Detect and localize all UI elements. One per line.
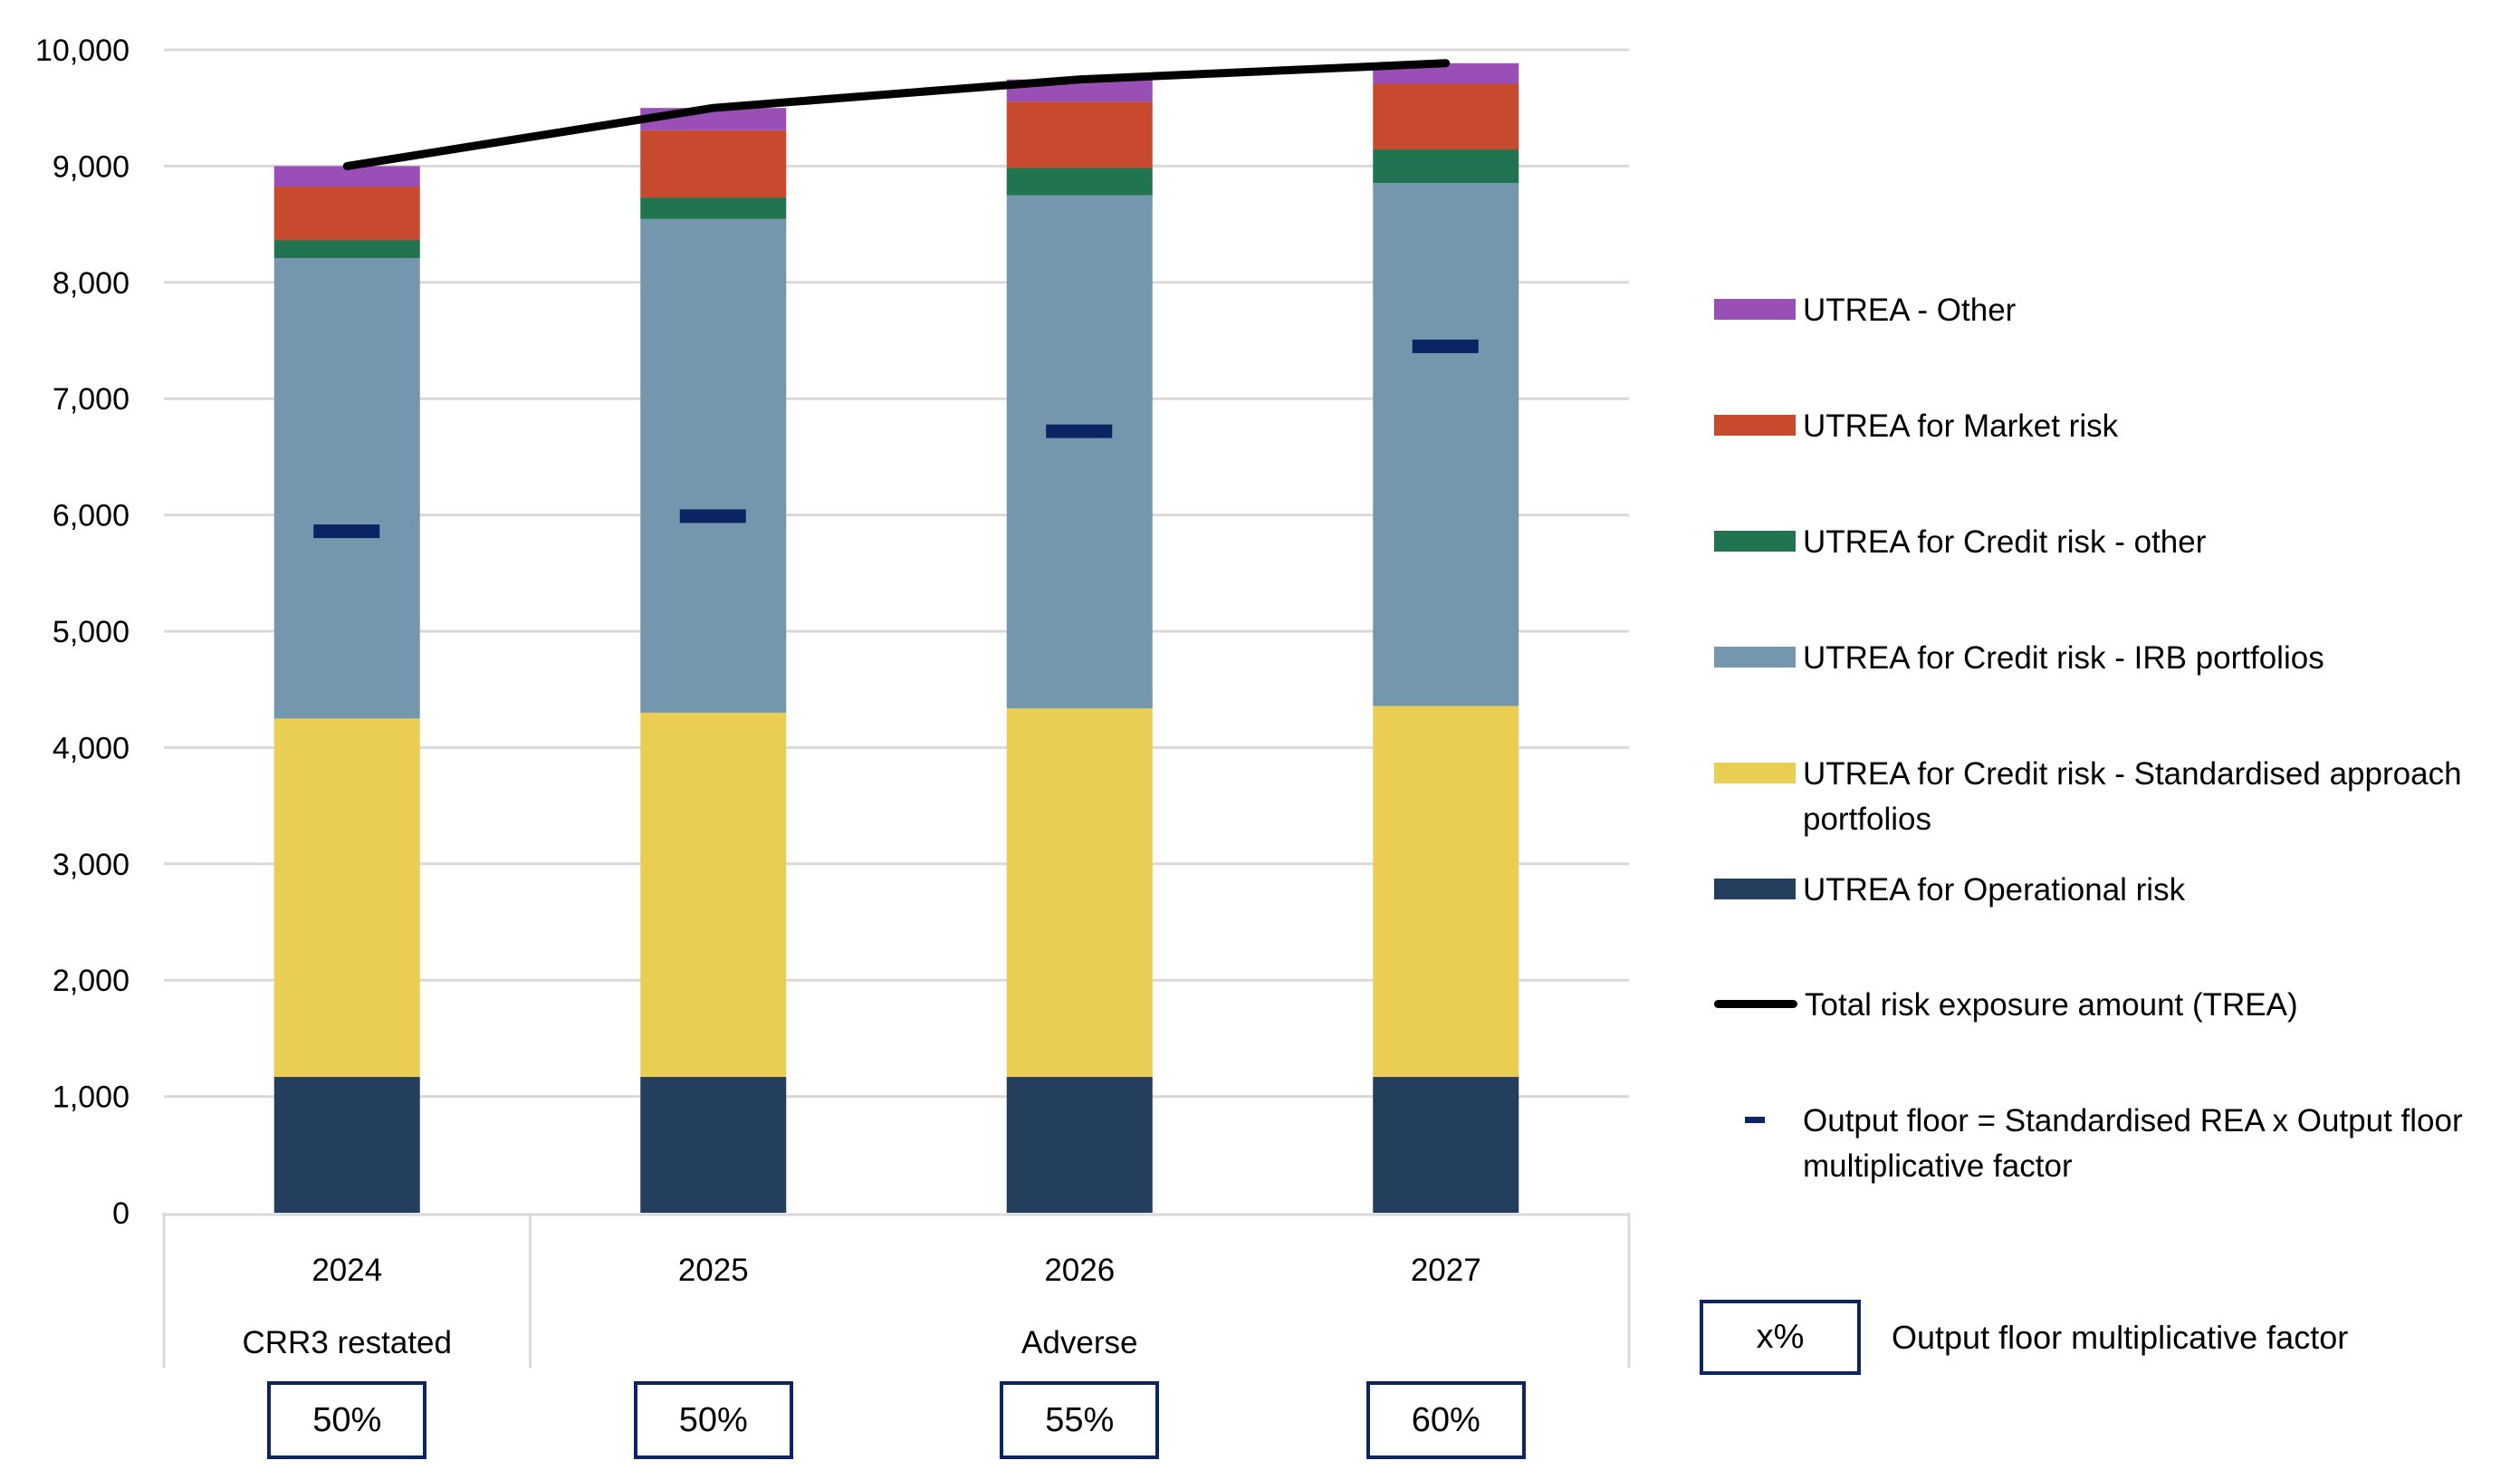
output-floor-factor-value: 50% [312,1400,382,1439]
legend-item-output-floor: Output floor = Standardised REA x Output… [1714,1099,2518,1189]
y-tick-label: 1,000 [53,1081,129,1115]
x-group-label: Adverse [1021,1325,1137,1360]
bar-segment-utrea-for-market-risk-2025 [640,130,787,198]
output-floor-factor-value: 55% [1045,1400,1115,1439]
legend-item-credit-risk-irb: UTREA for Credit risk - IRB portfolios [1714,636,2518,681]
bar-segment-utrea-for-market-risk-2027 [1373,83,1519,150]
trea-line-path [342,59,1451,170]
factor-key-label: x% [1756,1318,1805,1356]
legend-swatch-navy-icon [1714,879,1796,899]
legend-line-icon [1714,1000,1797,1008]
x-category-label: 2024 [311,1253,382,1288]
y-tick-label: 4,000 [53,731,129,765]
x-category-label: 2025 [678,1253,749,1288]
legend-item-market-risk: UTREA for Market risk [1714,404,2518,449]
output-floor-marker-2024 [313,524,380,539]
bars [273,62,1519,1213]
output-floor-factor-box-2027: 60% [1365,1381,1526,1459]
bar-segment-utrea-for-credit-risk-standardised-approach-portfolios-2024 [273,718,420,1078]
bar-segment-utrea-for-credit-risk-standardised-approach-portfolios-2026 [1006,708,1153,1078]
legend-label: UTREA - Other [1803,293,2017,328]
output-floor-factor-box-2026: 55% [1000,1381,1160,1459]
legend-swatch-red-icon [1714,415,1796,436]
bar-segment-utrea-for-credit-risk-irb-portfolios-2024 [273,257,420,719]
x-category-label: 2026 [1044,1253,1115,1288]
legend-item-credit-risk-sa: UTREA for Credit risk - Standardised app… [1714,752,2518,842]
legend-label: UTREA for Market risk [1803,408,2119,444]
output-floor-markers [313,339,1479,539]
output-floor-factor-box-2025: 50% [633,1381,793,1459]
bar-segment-utrea-for-operational-risk-2024 [273,1077,420,1213]
bar-segment-utrea-for-credit-risk-other-2027 [1373,149,1519,184]
x-category-label: 2027 [1411,1253,1481,1288]
legend-label: UTREA for Credit risk - Standardised app… [1803,756,2462,837]
bar-segment-utrea-for-market-risk-2024 [273,186,420,241]
bar-segment-utrea-other-2024 [273,166,420,187]
bar-segment-utrea-for-operational-risk-2026 [1006,1077,1153,1213]
bar-segment-utrea-for-credit-risk-irb-portfolios-2027 [1373,183,1519,706]
legend-swatch-purple-icon [1714,299,1796,320]
factor-key-box: x% [1700,1300,1861,1375]
x-group-label: CRR3 restated [243,1325,452,1360]
y-tick-label: 7,000 [53,382,129,417]
output-floor-marker-2027 [1412,339,1479,353]
y-tick-label: 10,000 [35,34,129,68]
bar-segment-utrea-for-operational-risk-2025 [640,1077,787,1213]
bar-segment-utrea-for-credit-risk-standardised-approach-portfolios-2027 [1373,706,1519,1078]
bar-segment-utrea-for-operational-risk-2027 [1373,1077,1519,1213]
output-floor-factor-value: 50% [678,1400,748,1439]
legend-swatch-steelblue-icon [1714,647,1796,668]
y-axis-ticks: 0 1,000 2,000 3,000 4,000 5,000 6,000 7,000 8,00… [35,34,129,1231]
legend-item-operational-risk: UTREA for Operational risk [1714,868,2518,913]
legend-dash-icon [1745,1117,1765,1123]
y-tick-label: 2,000 [53,964,129,998]
bar-segment-utrea-for-credit-risk-standardised-approach-portfolios-2025 [640,712,787,1078]
output-floor-factor-value: 60% [1411,1400,1480,1439]
bar-segment-utrea-for-credit-risk-other-2025 [640,197,787,219]
legend-label: Output floor = Standardised REA x Output… [1803,1103,2463,1184]
legend-item-credit-risk-other: UTREA for Credit risk - other [1714,520,2518,565]
output-floor-marker-2025 [679,509,746,524]
legend-swatch-yellow-icon [1714,763,1796,783]
y-tick-label: 5,000 [53,615,129,649]
y-tick-label: 6,000 [53,499,129,533]
bar-segment-utrea-for-credit-risk-other-2026 [1006,168,1153,196]
legend-item-utrea-other: UTREA - Other [1714,288,2518,333]
legend-item-trea: Total risk exposure amount (TREA) [1714,983,2520,1028]
output-floor-factor-box-2024: 50% [267,1381,427,1459]
legend-swatch-green-icon [1714,531,1796,552]
legend-label: UTREA for Credit risk - IRB portfolios [1803,640,2324,676]
bar-segment-utrea-for-market-risk-2026 [1006,101,1153,168]
trea-line [342,59,1451,170]
x-axis: 2024 2025 2026 2027 CRR3 restated Adverse [162,1213,1631,1368]
factor-key-caption: Output floor multiplicative factor [1892,1319,2349,1356]
legend-label: Total risk exposure amount (TREA) [1805,987,2298,1023]
legend-label: UTREA for Credit risk - other [1803,524,2207,560]
y-tick-label: 8,000 [53,266,129,301]
y-tick-label: 3,000 [53,848,129,882]
output-floor-marker-2026 [1046,424,1113,438]
y-tick-label: 9,000 [53,149,129,184]
bar-segment-utrea-for-credit-risk-irb-portfolios-2026 [1006,195,1153,709]
legend-label: UTREA for Operational risk [1803,872,2186,908]
y-tick-label: 0 [112,1196,129,1231]
bar-segment-utrea-for-credit-risk-irb-portfolios-2025 [640,218,787,713]
bar-segment-utrea-for-credit-risk-other-2024 [273,240,420,258]
